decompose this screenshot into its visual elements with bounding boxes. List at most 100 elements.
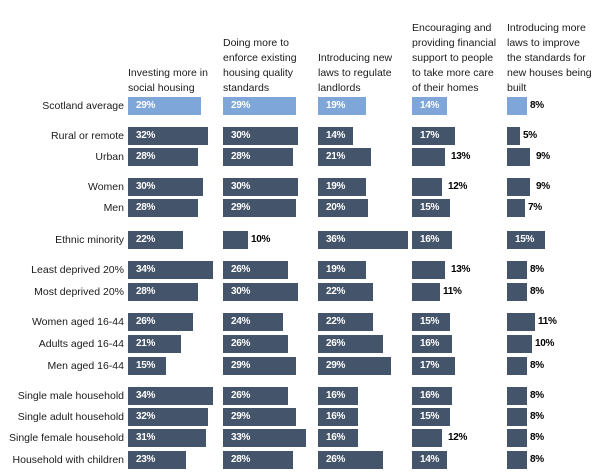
data-label: 28% <box>231 454 251 465</box>
data-label: 34% <box>136 390 156 401</box>
data-label: 11% <box>443 286 462 297</box>
bar <box>128 451 186 469</box>
column-header-line: social housing <box>128 82 195 94</box>
data-label: 9% <box>536 181 550 192</box>
row-label: Men aged 16-44 <box>47 360 124 372</box>
bar <box>412 429 442 447</box>
data-label: 29% <box>231 202 251 213</box>
data-label: 29% <box>231 411 251 422</box>
data-label: 30% <box>231 286 251 297</box>
bar <box>507 178 530 196</box>
column-header-line: Investing more in <box>128 67 208 79</box>
data-label: 26% <box>231 390 251 401</box>
column-header-line: Introducing new <box>318 52 393 64</box>
bar <box>318 451 383 469</box>
data-label: 16% <box>326 390 346 401</box>
bar <box>507 231 545 249</box>
column-header-line: laws to improve <box>507 37 580 49</box>
data-label: 31% <box>136 432 156 443</box>
data-label: 5% <box>523 130 537 141</box>
data-label: 15% <box>420 411 440 422</box>
bar <box>507 283 527 301</box>
bar <box>412 97 447 115</box>
column-header-line: housing quality <box>223 67 294 79</box>
bar <box>318 97 366 115</box>
data-label: 8% <box>530 432 544 443</box>
column-header-line: standards <box>223 82 270 94</box>
bar <box>318 357 391 375</box>
data-label: 23% <box>136 454 156 465</box>
row-label: Single female household <box>9 432 124 444</box>
bar <box>128 283 198 301</box>
bar <box>507 148 530 166</box>
bar <box>128 313 193 331</box>
data-label: 17% <box>420 360 440 371</box>
data-label: 10% <box>251 234 271 245</box>
bar <box>318 231 408 249</box>
column-header-line: support to people <box>412 52 494 64</box>
data-label: 34% <box>136 264 156 275</box>
data-label: 15% <box>136 360 156 371</box>
row-label: Ethnic minority <box>55 234 124 246</box>
data-label: 26% <box>136 316 156 327</box>
bar <box>318 429 358 447</box>
bar <box>412 148 445 166</box>
data-label: 8% <box>530 286 544 297</box>
data-label: 32% <box>136 411 156 422</box>
data-label: 28% <box>136 202 156 213</box>
data-label: 14% <box>420 454 440 465</box>
data-label: 28% <box>231 151 251 162</box>
bar <box>128 127 208 145</box>
row-label: Urban <box>95 151 124 163</box>
column-header-line: to take more care <box>412 67 494 79</box>
bar <box>223 451 293 469</box>
bar <box>412 335 452 353</box>
data-label: 8% <box>530 411 544 422</box>
bar <box>128 261 213 279</box>
bar <box>223 357 296 375</box>
bar <box>507 199 525 217</box>
data-label: 29% <box>231 360 251 371</box>
bar <box>412 408 450 426</box>
data-label: 29% <box>136 100 156 111</box>
data-label: 11% <box>538 316 557 327</box>
bar <box>318 127 353 145</box>
bar <box>223 387 288 405</box>
data-label: 30% <box>231 130 251 141</box>
bar <box>507 387 527 405</box>
bar <box>507 97 527 115</box>
data-label: 29% <box>231 100 251 111</box>
data-label: 15% <box>515 234 535 245</box>
bar <box>223 148 293 166</box>
bar <box>223 408 296 426</box>
data-label: 30% <box>231 181 251 192</box>
bar <box>223 313 283 331</box>
data-label: 28% <box>136 151 156 162</box>
row-label: Women <box>88 181 124 193</box>
row-label: Scotland average <box>42 100 124 112</box>
data-label: 13% <box>451 264 471 275</box>
data-label: 13% <box>451 151 471 162</box>
bar <box>507 408 527 426</box>
bar <box>223 178 298 196</box>
data-label: 21% <box>326 151 346 162</box>
bar <box>223 199 296 217</box>
bar <box>412 387 452 405</box>
bar <box>507 451 527 469</box>
data-label: 10% <box>535 338 555 349</box>
data-label: 8% <box>530 454 544 465</box>
data-label: 22% <box>136 234 156 245</box>
data-label: 8% <box>530 100 544 111</box>
bar <box>507 429 527 447</box>
bar <box>223 97 296 115</box>
data-label: 7% <box>528 202 542 213</box>
data-label: 26% <box>231 264 251 275</box>
column-header-line: Introducing more <box>507 22 586 34</box>
data-label: 8% <box>530 360 544 371</box>
column-header-line: the standards for <box>507 52 586 64</box>
row-label: Men <box>103 202 124 214</box>
column-header: Introducing new laws to regulate landlords <box>318 0 412 96</box>
bar <box>128 178 203 196</box>
bar <box>128 429 206 447</box>
bar <box>507 335 532 353</box>
